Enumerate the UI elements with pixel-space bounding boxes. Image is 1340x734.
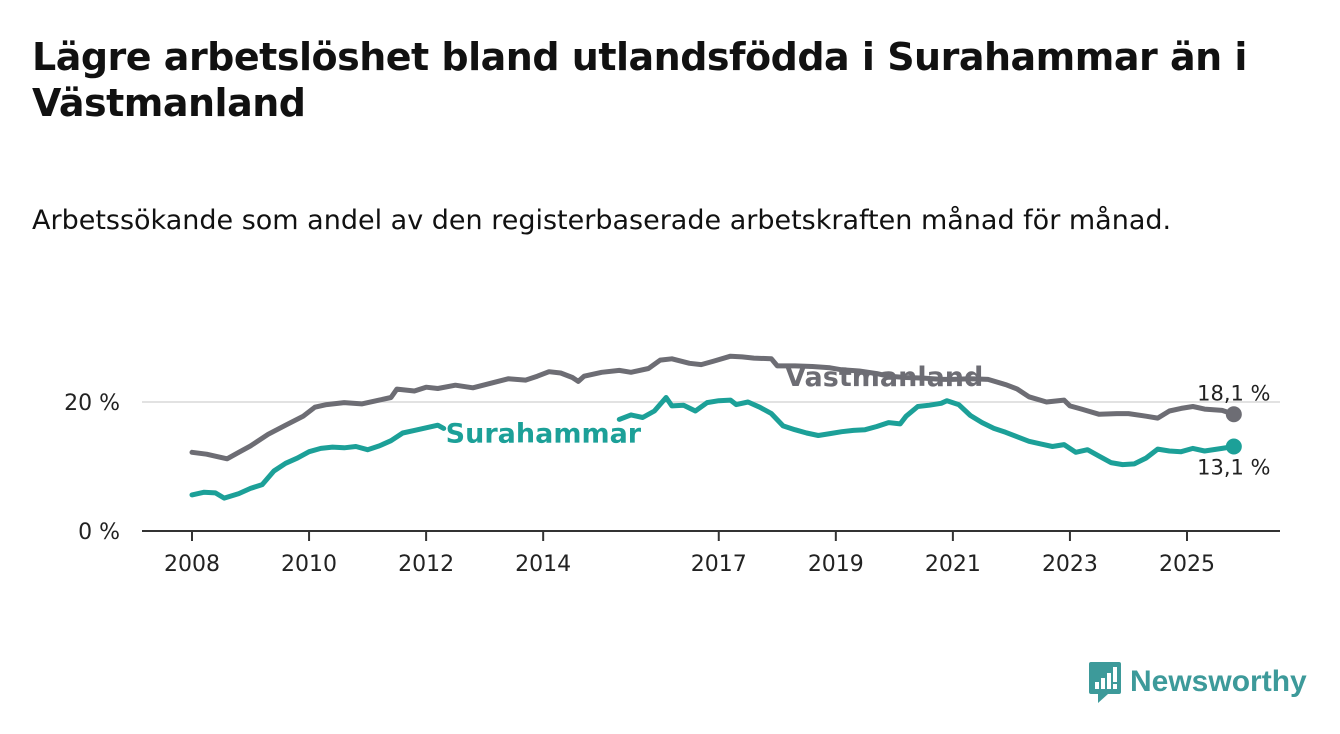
x-tick-label: 2017 bbox=[691, 552, 747, 577]
end-value-label: 13,1 % bbox=[1197, 456, 1270, 480]
x-tick-label: 2023 bbox=[1042, 552, 1098, 577]
x-tick-label: 2019 bbox=[808, 552, 864, 577]
end-value-label: 18,1 % bbox=[1197, 381, 1270, 405]
newsworthy-logo: Newsworthy bbox=[1088, 660, 1307, 704]
chart-title: Lägre arbetslöshet bland utlandsfödda i … bbox=[32, 35, 1247, 125]
end-point-västmanland bbox=[1225, 406, 1242, 423]
chart-subtitle: Arbetssökande som andel av den registerb… bbox=[32, 205, 1172, 236]
series-line-västmanland bbox=[189, 353, 1237, 462]
x-tick-label: 2021 bbox=[925, 552, 981, 577]
x-tick-label: 2012 bbox=[398, 552, 454, 577]
series-label: Västmanland bbox=[785, 362, 983, 393]
newsworthy-logo-icon bbox=[1089, 662, 1121, 703]
y-tick-label: 0 % bbox=[78, 520, 120, 545]
axes: 0 % 20 % 2008 2010 2012 2014 2017 2019 2021 2023 2… bbox=[64, 391, 1280, 577]
x-tick-label: 2014 bbox=[515, 552, 571, 577]
newsworthy-logo-text: Newsworthy bbox=[1130, 665, 1307, 698]
series-label: Surahammar bbox=[446, 418, 642, 449]
series-line-surahammar bbox=[616, 395, 1237, 468]
end-point-surahammar bbox=[1225, 438, 1242, 455]
x-tick-label: 2008 bbox=[164, 552, 220, 577]
x-tick-label: 2010 bbox=[281, 552, 337, 577]
annotations: 18,1 % 13,1 % Västmanland Surahammar bbox=[446, 362, 1271, 479]
y-tick-label: 20 % bbox=[64, 391, 120, 416]
series-line-surahammar bbox=[189, 422, 447, 501]
x-tick-label: 2025 bbox=[1159, 552, 1215, 577]
series-lines bbox=[189, 353, 1242, 501]
